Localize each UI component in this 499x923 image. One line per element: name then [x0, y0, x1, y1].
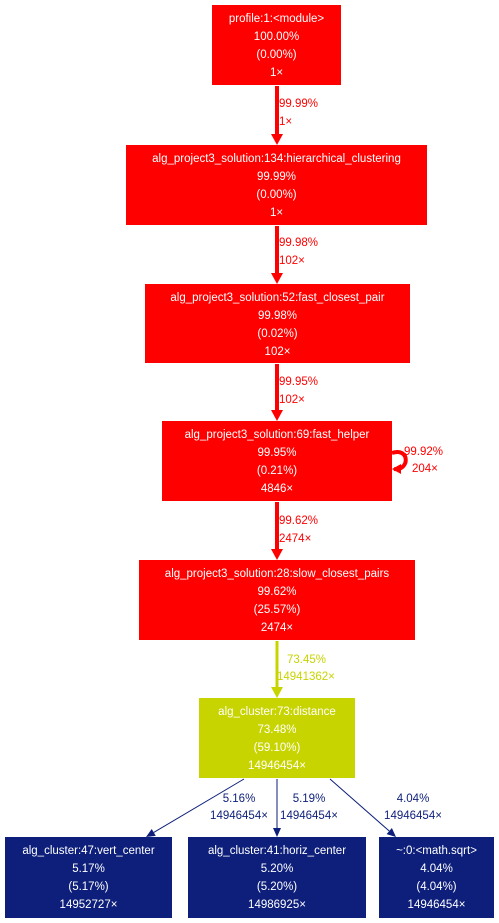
- node-call-count: 1×: [270, 67, 283, 79]
- edge-hier-to-fcp: 99.98% 102×: [271, 226, 318, 284]
- edge-percent-label: 5.16%: [223, 793, 256, 805]
- node-call-count: 14946454×: [408, 899, 466, 911]
- node-function-label: alg_project3_solution:134:hierarchical_c…: [152, 153, 401, 165]
- node-box: [139, 560, 415, 640]
- edge-calls-label: 2474×: [279, 533, 311, 545]
- node-fh[interactable]: alg_project3_solution:69:fast_helper 99.9…: [162, 421, 392, 501]
- node-dist[interactable]: alg_cluster:73:distance 73.48% (59.10%) 149…: [199, 698, 355, 778]
- arrowhead: [386, 828, 396, 837]
- edge-calls-label: 14946454×: [210, 810, 268, 822]
- arrowhead: [392, 464, 401, 474]
- edge-calls-label: 14946454×: [384, 810, 442, 822]
- edge-calls-label: 1×: [279, 116, 292, 128]
- node-scp[interactable]: alg_project3_solution:28:slow_closest_pa…: [139, 560, 415, 640]
- node-call-count: 14946454×: [248, 760, 306, 772]
- node-box: [188, 837, 366, 918]
- node-function-label: alg_cluster:47:vert_center: [22, 845, 154, 857]
- node-vc[interactable]: alg_cluster:47:vert_center 5.17% (5.17%) 14…: [5, 837, 172, 918]
- node-self-percent: (0.00%): [256, 49, 296, 61]
- node-self-percent: (59.10%): [254, 742, 301, 754]
- node-total-percent: 99.95%: [257, 447, 296, 459]
- node-total-percent: 73.48%: [257, 724, 296, 736]
- edge-calls-label: 14941362×: [277, 671, 335, 683]
- node-total-percent: 100.00%: [254, 31, 299, 43]
- node-self-percent: (0.02%): [257, 328, 297, 340]
- edge-fh-to-fh: 99.92% 204×: [391, 446, 443, 475]
- node-hier[interactable]: alg_project3_solution:134:hierarchical_c…: [126, 145, 427, 225]
- edge-scp-to-dist: 73.45% 14941362×: [271, 641, 335, 698]
- arrowhead: [146, 828, 156, 837]
- node-box: [5, 837, 172, 918]
- node-box: [145, 284, 410, 363]
- edge-dist-to-hc: 5.19% 14946454×: [273, 779, 338, 837]
- edge-percent-label: 73.45%: [287, 654, 326, 666]
- node-sqrt[interactable]: ~:0:<math.sqrt> 4.04% (4.04%) 14946454×: [379, 837, 494, 918]
- node-function-label: profile:1:<module>: [229, 13, 325, 25]
- node-call-count: 14986925×: [248, 899, 306, 911]
- edge-percent-label: 5.19%: [293, 793, 326, 805]
- node-function-label: alg_cluster:73:distance: [218, 706, 336, 718]
- node-fcp[interactable]: alg_project3_solution:52:fast_closest_pa…: [145, 284, 410, 363]
- node-box: [162, 421, 392, 501]
- node-function-label: alg_project3_solution:28:slow_closest_pa…: [165, 568, 390, 580]
- node-module[interactable]: profile:1:<module> 100.00% (0.00%) 1×: [212, 5, 341, 85]
- node-total-percent: 4.04%: [420, 863, 453, 875]
- arrowhead: [271, 410, 283, 421]
- edge-line: [329, 778, 390, 832]
- node-function-label: alg_cluster:41:horiz_center: [208, 845, 346, 857]
- edge-percent-label: 99.95%: [279, 376, 318, 388]
- node-self-percent: (25.57%): [254, 604, 301, 616]
- node-box: [199, 698, 355, 778]
- edge-dist-to-vc: 5.16% 14946454×: [146, 778, 268, 837]
- edge-calls-label: 204×: [412, 463, 438, 475]
- edge-percent-label: 99.62%: [279, 515, 318, 527]
- arrowhead: [271, 134, 283, 145]
- node-total-percent: 5.20%: [261, 863, 294, 875]
- node-call-count: 2474×: [261, 622, 293, 634]
- node-self-percent: (5.17%): [68, 881, 108, 893]
- edge-calls-label: 14946454×: [280, 810, 338, 822]
- node-hc[interactable]: alg_cluster:41:horiz_center 5.20% (5.20%) 1…: [188, 837, 366, 918]
- arrowhead: [271, 273, 283, 284]
- arrowhead: [271, 687, 283, 698]
- node-total-percent: 5.17%: [72, 863, 105, 875]
- node-box: [212, 5, 341, 85]
- edge-line: [153, 778, 245, 833]
- edge-calls-label: 102×: [279, 394, 305, 406]
- node-function-label: ~:0:<math.sqrt>: [396, 845, 477, 857]
- node-call-count: 14952727×: [60, 899, 118, 911]
- arrowhead: [273, 828, 281, 837]
- node-call-count: 4846×: [261, 483, 293, 495]
- node-total-percent: 99.62%: [257, 586, 296, 598]
- edge-fh-to-scp: 99.62% 2474×: [271, 502, 318, 560]
- node-self-percent: (5.20%): [257, 881, 297, 893]
- node-self-percent: (4.04%): [416, 881, 456, 893]
- node-self-percent: (0.21%): [257, 465, 297, 477]
- edge-module-to-hier: 99.99% 1×: [271, 86, 318, 145]
- edge-fcp-to-fh: 99.95% 102×: [271, 364, 318, 421]
- node-self-percent: (0.00%): [256, 189, 296, 201]
- node-function-label: alg_project3_solution:69:fast_helper: [185, 429, 370, 441]
- node-total-percent: 99.98%: [258, 310, 297, 322]
- node-total-percent: 99.99%: [257, 171, 296, 183]
- edge-percent-label: 99.92%: [404, 446, 443, 458]
- edge-percent-label: 99.99%: [279, 98, 318, 110]
- edge-calls-label: 102×: [279, 255, 305, 267]
- node-box: [126, 145, 427, 225]
- node-function-label: alg_project3_solution:52:fast_closest_pa…: [170, 292, 384, 304]
- arrowhead: [271, 549, 283, 560]
- node-call-count: 102×: [265, 346, 291, 358]
- edge-percent-label: 99.98%: [279, 237, 318, 249]
- edge-dist-to-sqrt: 4.04% 14946454×: [329, 778, 442, 837]
- node-call-count: 1×: [270, 207, 283, 219]
- node-box: [379, 837, 494, 918]
- edge-percent-label: 4.04%: [397, 793, 430, 805]
